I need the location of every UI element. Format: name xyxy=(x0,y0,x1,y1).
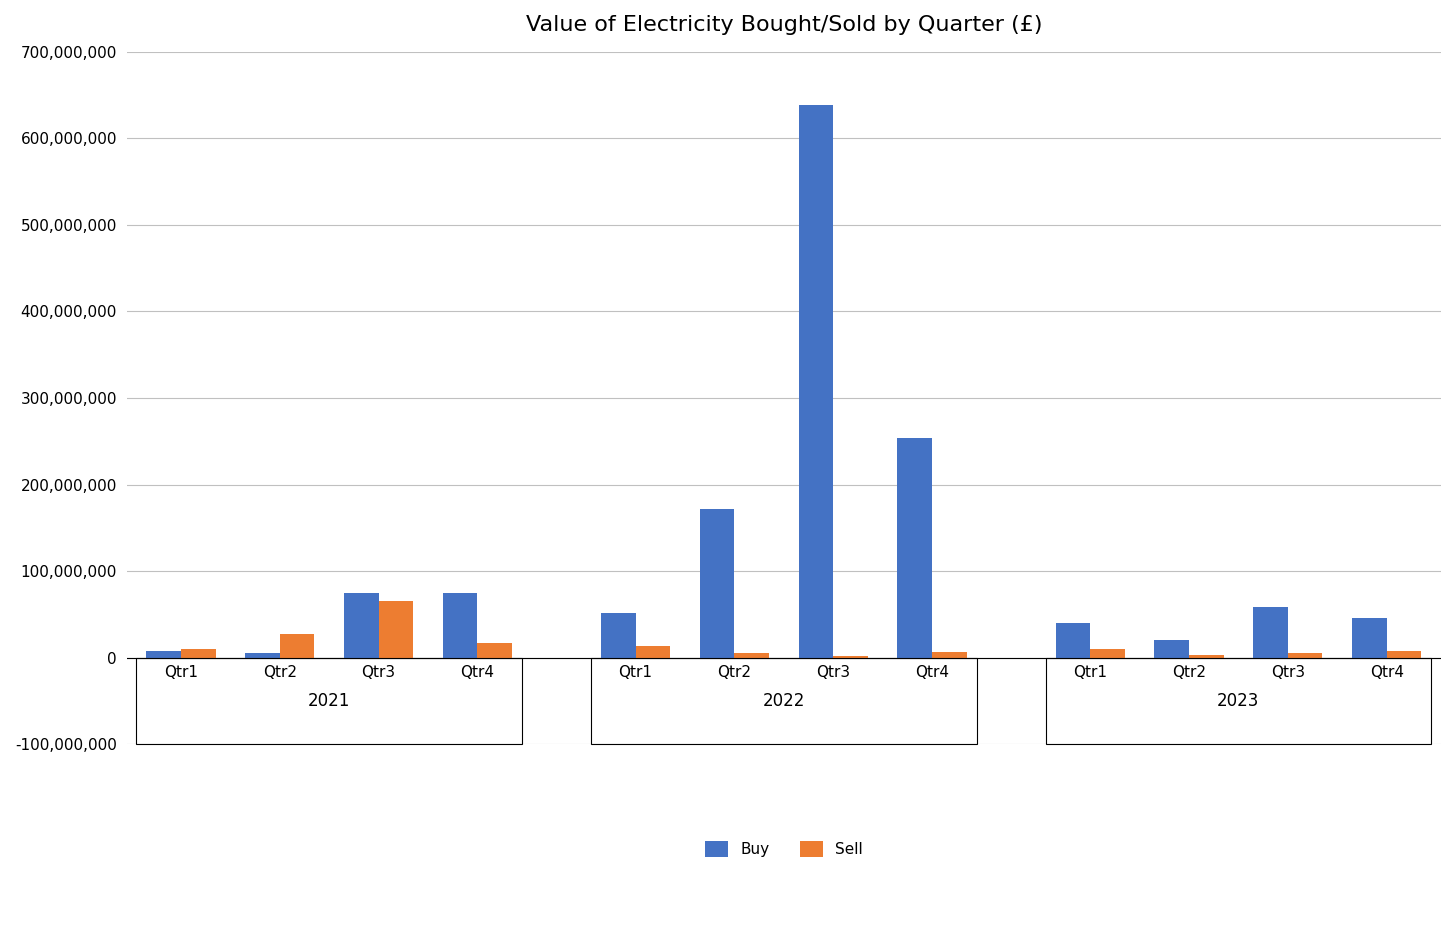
Bar xyxy=(147,651,181,658)
Text: Qtr1: Qtr1 xyxy=(619,665,652,679)
Bar xyxy=(799,105,833,658)
Text: Qtr1: Qtr1 xyxy=(1073,665,1107,679)
Bar xyxy=(1287,654,1322,658)
Bar xyxy=(245,654,280,658)
Bar xyxy=(379,601,414,658)
Bar xyxy=(1091,649,1124,658)
Title: Value of Electricity Bought/Sold by Quarter (£): Value of Electricity Bought/Sold by Quar… xyxy=(526,15,1042,35)
Bar xyxy=(1056,623,1091,658)
Bar xyxy=(1353,618,1386,658)
Text: Qtr4: Qtr4 xyxy=(460,665,495,679)
Bar xyxy=(601,613,636,658)
Text: Qtr3: Qtr3 xyxy=(817,665,850,679)
Bar xyxy=(1155,641,1190,658)
Bar xyxy=(137,658,521,744)
Bar xyxy=(897,438,932,658)
Text: 2021: 2021 xyxy=(309,692,351,710)
Bar xyxy=(181,649,215,658)
Bar xyxy=(1045,658,1431,744)
Text: Qtr1: Qtr1 xyxy=(165,665,198,679)
Bar xyxy=(700,508,734,658)
Bar xyxy=(1386,651,1421,658)
Text: Qtr3: Qtr3 xyxy=(361,665,396,679)
Text: Qtr2: Qtr2 xyxy=(262,665,297,679)
Bar xyxy=(1190,655,1223,658)
Bar xyxy=(734,654,769,658)
Text: Qtr4: Qtr4 xyxy=(1370,665,1404,679)
Text: 2023: 2023 xyxy=(1217,692,1259,710)
Text: 2022: 2022 xyxy=(763,692,805,710)
Bar xyxy=(932,652,967,658)
Bar xyxy=(636,646,670,658)
Bar xyxy=(833,656,868,658)
Bar xyxy=(1254,608,1287,658)
Text: Qtr4: Qtr4 xyxy=(914,665,949,679)
Text: Qtr2: Qtr2 xyxy=(718,665,751,679)
Bar xyxy=(478,643,513,658)
Bar xyxy=(344,593,379,658)
Legend: Buy, Sell: Buy, Sell xyxy=(699,835,869,863)
Text: Qtr3: Qtr3 xyxy=(1271,665,1305,679)
Text: Qtr2: Qtr2 xyxy=(1172,665,1206,679)
Bar xyxy=(591,658,977,744)
Bar xyxy=(443,593,478,658)
Bar xyxy=(280,634,314,658)
